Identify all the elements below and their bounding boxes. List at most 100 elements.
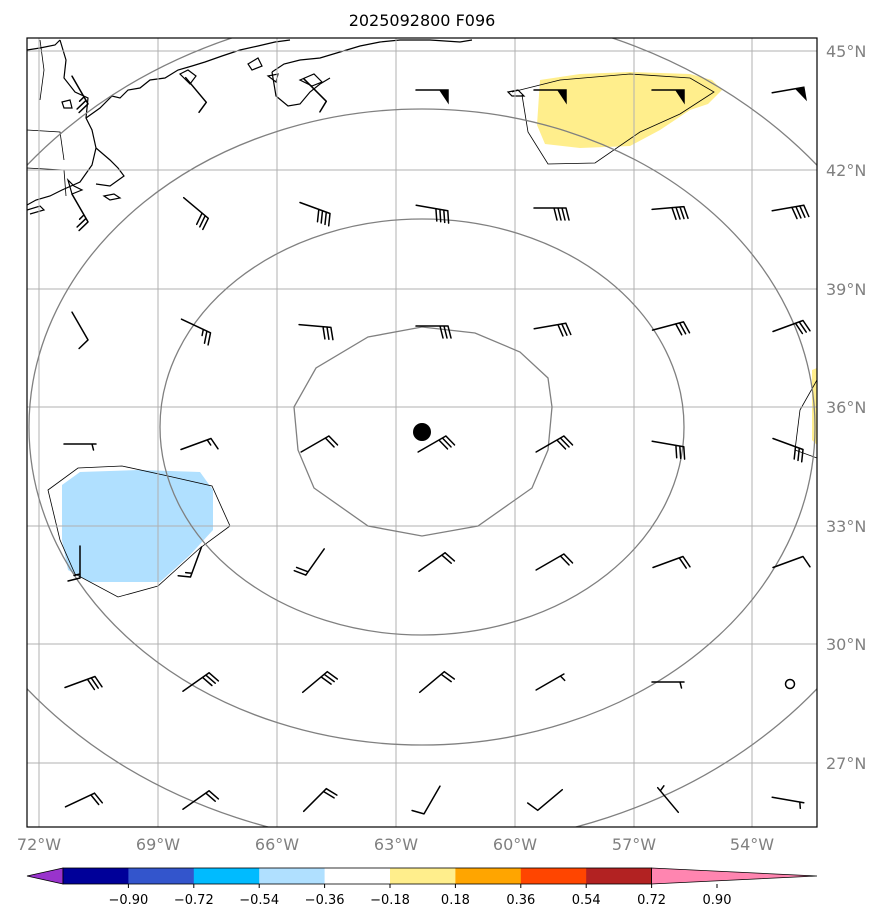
- wind-barb: [71, 75, 89, 114]
- distance-ring: [159, 218, 685, 636]
- wind-barb: [772, 319, 811, 335]
- colorbar-segment: [128, 868, 195, 884]
- plot-frame: [26, 37, 818, 828]
- colorbar: [26, 867, 818, 888]
- lon-label: 72°W: [17, 835, 61, 854]
- lat-label: 45°N: [826, 42, 866, 61]
- contour-line: [511, 73, 715, 165]
- wind-barb: [300, 435, 339, 453]
- wind-barb: [184, 76, 208, 114]
- wind-barb: [411, 785, 441, 815]
- wind-barb: [651, 205, 689, 221]
- calm-wind-marker: [784, 678, 796, 690]
- distance-ring: [28, 108, 816, 746]
- lon-label: 63°W: [374, 835, 418, 854]
- wind-barb: [772, 437, 804, 463]
- colorbar-tick-label: 0.72: [637, 893, 666, 908]
- contour-line: [794, 379, 817, 459]
- colorbar-segment: [63, 868, 129, 884]
- wind-barb: [418, 552, 456, 572]
- wind-barb: [533, 207, 570, 221]
- wind-barb: [533, 89, 567, 105]
- lon-label: 69°W: [136, 835, 180, 854]
- wind-barb: [651, 89, 685, 105]
- wind-barb: [301, 670, 339, 694]
- wind-barb: [67, 545, 81, 582]
- lat-label: 39°N: [826, 280, 866, 299]
- wind-barb: [177, 546, 203, 578]
- lon-label: 54°W: [730, 835, 774, 854]
- wind-barb: [651, 440, 686, 460]
- lat-label: 33°N: [826, 517, 866, 536]
- lon-label: 60°W: [493, 835, 537, 854]
- wind-barb: [535, 553, 574, 571]
- colorbar-extend-high: [651, 867, 818, 885]
- lon-label: 57°W: [612, 835, 656, 854]
- wind-barb: [415, 204, 450, 224]
- wind-barb: [180, 437, 219, 451]
- wind-barb: [771, 796, 805, 810]
- wind-barb: [535, 435, 574, 453]
- graticule: [27, 38, 817, 827]
- wind-barb: [298, 323, 334, 341]
- colorbar-tick-label: 0.54: [572, 893, 601, 908]
- wind-barb: [302, 77, 328, 113]
- colorbar-extend-low: [26, 867, 64, 885]
- wind-barb: [64, 675, 103, 691]
- borders: [27, 39, 67, 197]
- wind-barb: [652, 555, 691, 569]
- colorbar-tick-label: 0.18: [441, 893, 470, 908]
- wind-barb: [772, 555, 811, 569]
- distance-rings: [27, 38, 817, 827]
- lat-label: 42°N: [826, 161, 866, 180]
- colorbar-tick-label: −0.90: [108, 893, 148, 908]
- colorbar-segment: [520, 868, 587, 884]
- wind-barb: [415, 325, 452, 339]
- coastline: [27, 39, 526, 215]
- contour-line: [47, 465, 231, 598]
- wind-barb: [656, 785, 680, 814]
- colorbar-tick-label: −0.54: [239, 893, 279, 908]
- colorbar-tick-label: −0.36: [305, 893, 345, 908]
- wind-barb: [771, 86, 807, 102]
- wind-barb: [535, 673, 566, 691]
- map-title: 2025092800 F096: [349, 11, 496, 30]
- wind-barb: [71, 193, 89, 232]
- colorbar-segment: [390, 868, 456, 884]
- lon-labels: 72°W 69°W 66°W 63°W 60°W 57°W 54°W: [17, 835, 774, 854]
- wind-barb: [302, 787, 338, 813]
- wind-barb: [651, 321, 691, 336]
- storm-center-marker: [413, 423, 431, 441]
- colorbar-frame: [62, 867, 652, 885]
- colorbar-segment: [455, 868, 522, 884]
- positive-anomaly-region: [537, 72, 722, 148]
- wind-barb: [418, 670, 456, 694]
- lon-label: 66°W: [255, 835, 299, 854]
- lat-label: 30°N: [826, 635, 866, 654]
- lat-label: 36°N: [826, 398, 866, 417]
- colorbar-segment: [259, 868, 326, 884]
- wind-barbs: [63, 75, 811, 815]
- wind-barb: [180, 318, 212, 346]
- colorbar-tick-label: 0.36: [506, 893, 535, 908]
- lat-label: 27°N: [826, 754, 866, 773]
- distance-ring: [293, 326, 553, 537]
- wind-barb: [651, 681, 685, 689]
- wind-barb: [71, 311, 89, 350]
- wind-barb: [182, 790, 220, 810]
- colorbar-segment: [324, 868, 391, 884]
- wind-barb: [771, 204, 810, 220]
- wind-barb: [293, 548, 325, 576]
- colorbar-segment: [193, 868, 260, 884]
- wind-barb: [182, 196, 210, 231]
- wind-barb: [415, 89, 449, 105]
- colorbar-tick-labels: −0.90 −0.72 −0.54 −0.36 −0.18 0.18 0.36 0.54 0.7…: [108, 893, 731, 908]
- wind-barb: [182, 672, 220, 692]
- wind-barb: [533, 322, 572, 337]
- wind-barb: [299, 201, 331, 227]
- wind-barb: [64, 792, 104, 808]
- colorbar-tick-label: −0.18: [370, 893, 410, 908]
- distance-ring: [27, 38, 817, 827]
- colorbar-tick-label: 0.90: [703, 893, 732, 908]
